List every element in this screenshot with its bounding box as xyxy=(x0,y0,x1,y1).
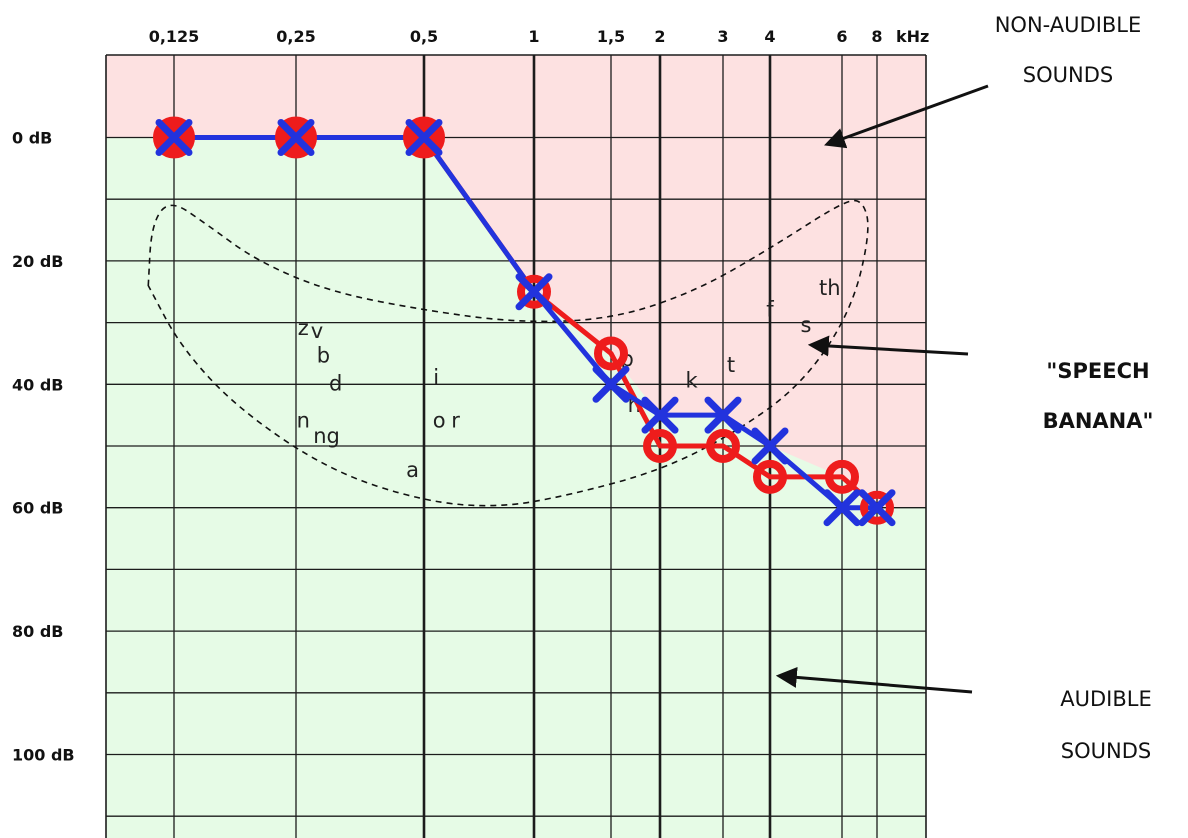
phoneme-label: a xyxy=(406,458,419,482)
phoneme-label: k xyxy=(685,368,698,392)
phoneme-label: ng xyxy=(313,424,340,448)
y-tick-label: 80 dB xyxy=(12,622,63,641)
y-tick-label: 20 dB xyxy=(12,252,63,271)
phoneme-label: o xyxy=(433,408,446,432)
phoneme-label: i xyxy=(433,365,439,389)
non-audible-region xyxy=(106,55,926,508)
phoneme-label: b xyxy=(317,344,330,368)
x-marker-stroke xyxy=(155,119,193,156)
speech-banana-label: BANANA" xyxy=(1043,409,1154,433)
circle-marker xyxy=(594,336,628,371)
x-tick-label: 1 xyxy=(528,27,539,46)
phoneme-label: th xyxy=(819,276,841,300)
x-marker xyxy=(277,119,315,156)
circle-marker xyxy=(860,490,894,525)
x-tick-label: 0,5 xyxy=(410,27,438,46)
y-tick-label: 40 dB xyxy=(12,375,63,394)
phoneme-label: f xyxy=(766,297,774,321)
phoneme-label: d xyxy=(329,371,342,395)
phoneme-label: n xyxy=(297,408,310,432)
chart-series xyxy=(153,116,896,527)
x-marker-stroke xyxy=(592,365,630,403)
audible-label: AUDIBLE xyxy=(1060,687,1151,711)
x-marker-stroke xyxy=(704,396,742,434)
phoneme-label: s xyxy=(801,313,812,337)
x-marker-stroke xyxy=(823,489,861,527)
x-marker xyxy=(751,427,789,465)
circle-marker xyxy=(753,459,787,494)
x-marker-stroke xyxy=(641,396,679,434)
y-tick-label: 60 dB xyxy=(12,499,63,518)
x-marker xyxy=(405,119,443,156)
series-line-x xyxy=(174,135,877,511)
circle-marker xyxy=(517,274,551,309)
non-audible-label: NON-AUDIBLE xyxy=(995,13,1142,37)
x-marker-stroke xyxy=(751,427,789,465)
speech-banana-arrow xyxy=(807,335,969,357)
non-audible-label: SOUNDS xyxy=(1023,63,1113,87)
x-marker-stroke xyxy=(858,489,896,527)
speech-banana-label: "SPEECH xyxy=(1046,359,1149,383)
y-axis-ticks: 0 dB 20 dB 40 dB 60 dB 80 dB 100 dB xyxy=(12,129,75,765)
x-marker-stroke xyxy=(405,119,443,156)
audible-label: SOUNDS xyxy=(1061,739,1151,763)
circle-marker xyxy=(643,429,677,463)
x-tick-label: 0,125 xyxy=(149,27,200,46)
x-tick-label: 2 xyxy=(654,27,665,46)
phoneme-label: t xyxy=(727,353,735,377)
x-marker xyxy=(641,396,679,434)
phoneme-label: z xyxy=(298,316,309,340)
x-axis-unit: kHz xyxy=(896,27,929,46)
x-marker xyxy=(155,119,193,156)
x-marker xyxy=(704,396,742,434)
speech-banana-path xyxy=(147,199,869,507)
x-marker-stroke xyxy=(277,119,315,156)
x-marker-stroke xyxy=(515,273,553,311)
audible-arrow xyxy=(775,666,973,694)
x-tick-label: 0,25 xyxy=(276,27,315,46)
x-axis-ticks: 0,125 0,25 0,5 1 1,5 2 3 4 6 8 xyxy=(149,27,883,46)
x-tick-label: 6 xyxy=(836,27,847,46)
circle-marker xyxy=(825,459,859,494)
circle-marker xyxy=(706,429,740,463)
x-marker xyxy=(592,365,630,403)
non-audible-arrow xyxy=(824,84,989,149)
y-tick-label: 100 dB xyxy=(12,746,75,765)
x-marker xyxy=(823,489,861,527)
speech-banana-outline xyxy=(147,199,869,507)
annotations: NON-AUDIBLE SOUNDS "SPEECH BANANA" AUDIBLE SO… xyxy=(775,13,1154,763)
x-tick-label: 4 xyxy=(764,27,775,46)
x-marker xyxy=(858,489,896,527)
x-tick-label: 8 xyxy=(871,27,882,46)
x-marker xyxy=(515,273,553,311)
phoneme-label: v xyxy=(311,319,323,343)
x-tick-label: 1,5 xyxy=(597,27,625,46)
x-tick-label: 3 xyxy=(717,27,728,46)
y-tick-label: 0 dB xyxy=(12,129,52,148)
phoneme-label: r xyxy=(451,408,460,432)
